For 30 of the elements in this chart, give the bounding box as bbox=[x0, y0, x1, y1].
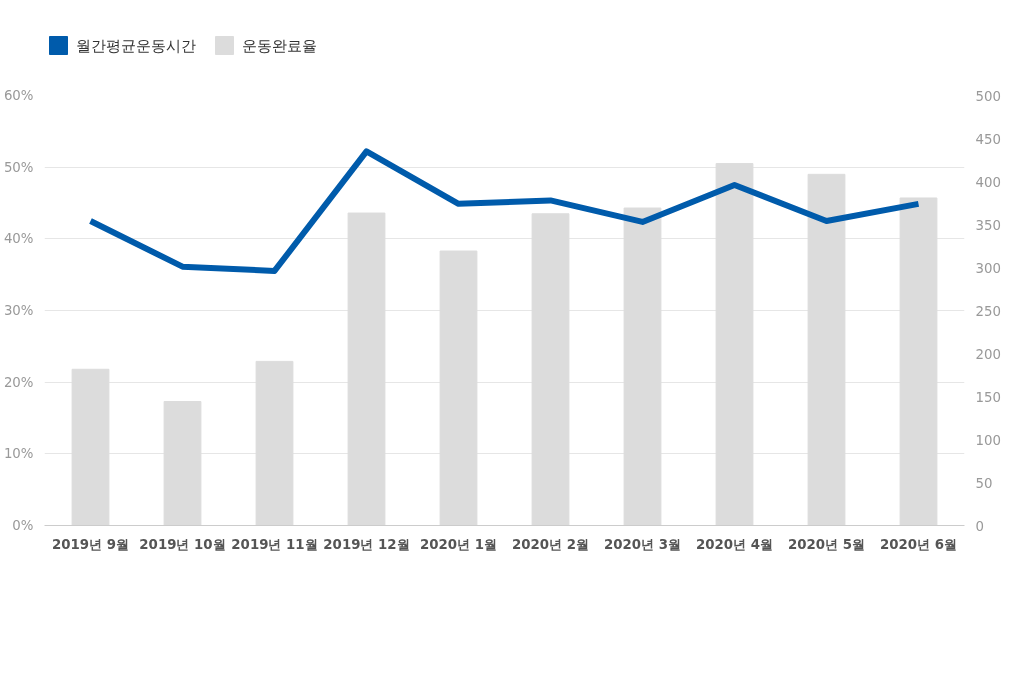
legend-label: 월간평균운동시간 bbox=[75, 37, 196, 54]
y-tick-label: 20% bbox=[3, 374, 34, 390]
x-tick-label: 2019년 11월 bbox=[231, 536, 318, 552]
x-tick-label: 2020년 2월 bbox=[512, 536, 590, 552]
y2-tick-label: 500 bbox=[975, 88, 1001, 104]
y2-tick-label: 0 bbox=[975, 518, 984, 534]
y-tick-label: 40% bbox=[3, 231, 34, 247]
x-tick-label: 2020년 6월 bbox=[880, 536, 958, 552]
y2-tick-label: 50 bbox=[975, 475, 993, 491]
y2-tick-label: 200 bbox=[975, 346, 1001, 362]
y2-tick-label: 400 bbox=[975, 174, 1001, 190]
y2-tick-label: 150 bbox=[975, 389, 1001, 405]
x-tick-label: 2020년 1월 bbox=[420, 536, 498, 552]
x-tick-label: 2019년 10월 bbox=[139, 536, 226, 552]
x-tick-label: 2019년 12월 bbox=[323, 536, 410, 552]
y-tick-label: 60% bbox=[3, 88, 34, 103]
legend-label: 운동완료율 bbox=[241, 37, 317, 54]
y-tick-label: 50% bbox=[3, 159, 34, 175]
y2-tick-label: 100 bbox=[975, 432, 1001, 448]
x-tick-label: 2020년 3월 bbox=[604, 536, 682, 552]
y2-tick-label: 450 bbox=[975, 131, 1001, 147]
y-tick-label: 30% bbox=[3, 303, 34, 318]
x-tick-label: 2019년 9월 bbox=[52, 536, 130, 552]
x-tick-label: 2020년 5월 bbox=[788, 536, 866, 552]
x-tick-label: 2020년 4월 bbox=[696, 536, 774, 552]
y-tick-label: 10% bbox=[3, 446, 34, 462]
y2-tick-label: 350 bbox=[975, 217, 1001, 233]
y2-tick-label: 300 bbox=[975, 260, 1001, 276]
y-tick-label: 0% bbox=[12, 518, 34, 533]
y2-tick-label: 250 bbox=[975, 303, 1001, 319]
